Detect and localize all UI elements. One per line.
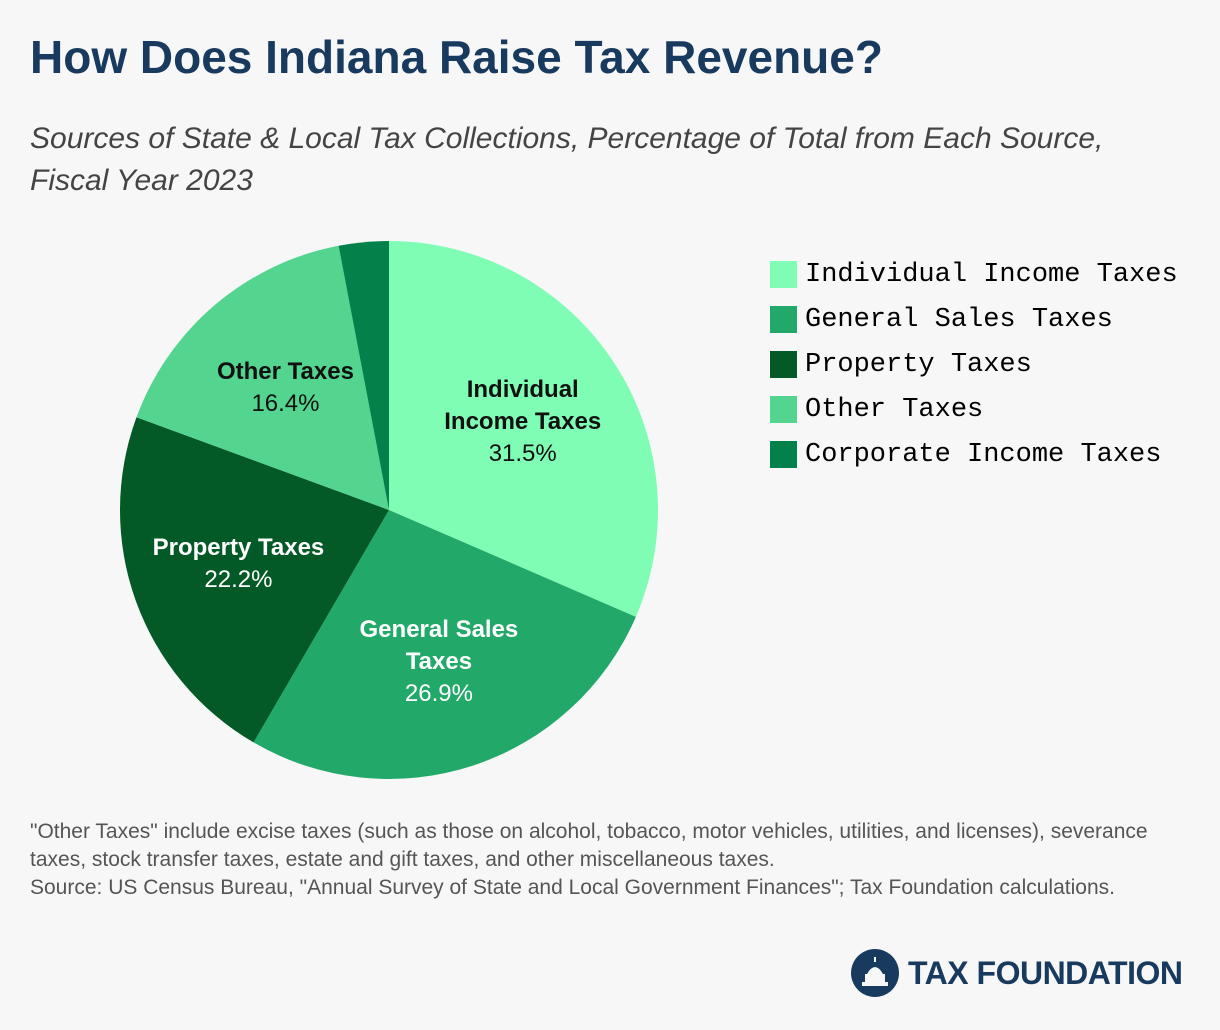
legend-item: General Sales Taxes (770, 297, 1178, 342)
legend-label: General Sales Taxes (805, 304, 1113, 335)
notes: "Other Taxes" include excise taxes (such… (30, 818, 1200, 902)
legend: Individual Income Taxes General Sales Tax… (770, 252, 1178, 477)
pie-slice (338, 241, 389, 510)
source: Source: US Census Bureau, "Annual Survey… (30, 876, 1115, 899)
logo-text: TAX FOUNDATION (908, 954, 1183, 991)
legend-label: Individual Income Taxes (805, 259, 1178, 290)
slice-label: Individual Income Taxes 31.5% (423, 374, 623, 470)
slice-value: 16.4% (251, 390, 320, 417)
note: "Other Taxes" include excise taxes (such… (30, 820, 1148, 871)
legend-label: Other Taxes (805, 394, 984, 425)
slice-name: Individual Income Taxes (444, 376, 602, 436)
logo-icon (851, 949, 899, 997)
slice-label: Other Taxes 16.4% (185, 356, 385, 420)
legend-swatch (770, 351, 797, 378)
chart-subtitle: Sources of State & Local Tax Collections… (30, 122, 1104, 197)
slice-name: Other Taxes (216, 358, 354, 385)
slice-name: Property Taxes (152, 534, 325, 562)
legend-swatch (770, 261, 797, 288)
legend-swatch (770, 306, 797, 333)
chart-title: How Does Indiana Raise Tax Revenue? (30, 31, 883, 83)
legend-item: Corporate Income Taxes (770, 432, 1178, 477)
legend-swatch (770, 396, 797, 423)
slice-value: 31.5% (488, 440, 557, 468)
pie-slice (253, 510, 636, 779)
legend-item: Individual Income Taxes (770, 252, 1178, 297)
pie-slice (136, 245, 389, 511)
slice-value: 22.2% (204, 566, 273, 594)
legend-label: Corporate Income Taxes (805, 439, 1162, 470)
slice-name: General Sales Taxes (359, 616, 519, 675)
legend-label: Property Taxes (805, 349, 1032, 380)
legend-item: Property Taxes (770, 342, 1178, 387)
legend-swatch (770, 441, 797, 468)
legend-item: Other Taxes (770, 387, 1178, 432)
pie-slice (389, 241, 658, 617)
logo: TAX FOUNDATION (850, 948, 1183, 998)
slice-label: General Sales Taxes 26.9% (339, 614, 539, 710)
slice-value: 26.9% (404, 680, 473, 707)
slice-label: Property Taxes 22.2% (138, 532, 338, 596)
pie-slice (120, 417, 389, 743)
